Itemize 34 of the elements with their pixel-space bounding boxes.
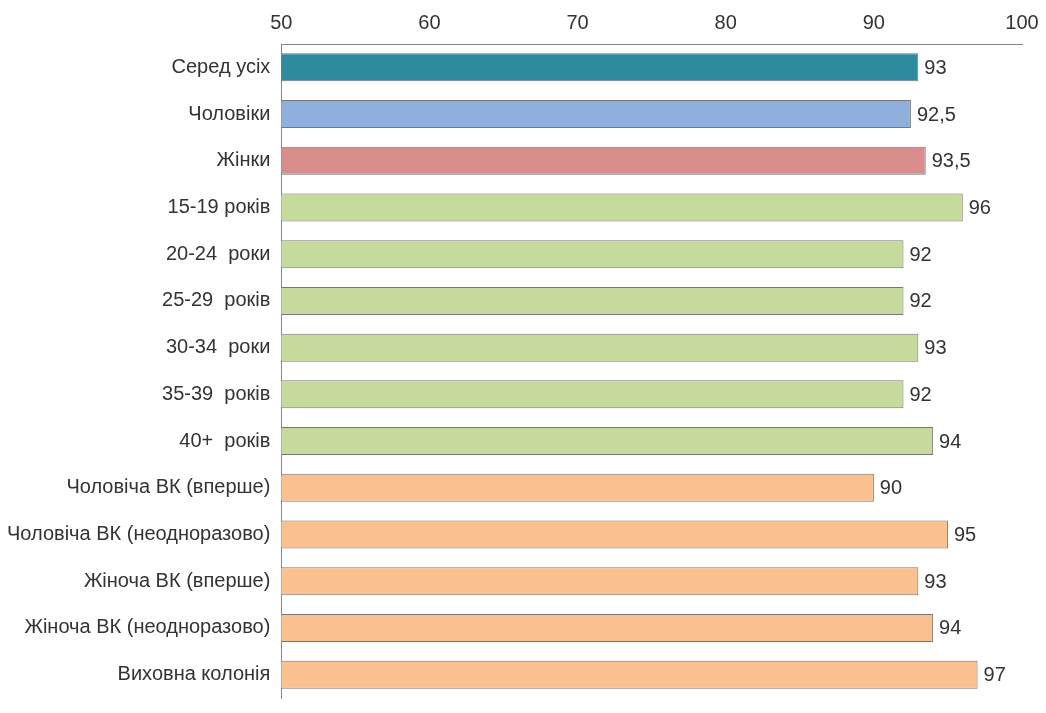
data-label: 93,5 [931,149,971,172]
y-tick-label: 15-19 років [167,195,271,218]
data-label: 96 [968,196,991,219]
data-label: 92,5 [916,102,956,125]
y-tick-label: 20-24 роки [165,241,271,264]
x-tick-label: 60 [418,10,441,33]
y-tick-label: 30-34 роки [165,335,271,358]
data-label: 92 [909,289,932,312]
data-label: 94 [939,616,962,639]
data-label: 92 [909,382,932,405]
y-tick-label: Серед усіх [171,54,271,77]
y-tick-label: Чоловіки [188,101,271,124]
y-tick-label: Жіноча ВК (неодноразово) [24,615,271,638]
data-label: 95 [953,523,977,546]
y-tick-label: 40+ років [179,428,271,451]
y-tick-label: Виховна колонія [117,662,271,685]
data-label: 90 [879,476,903,499]
y-tick-label: Жінки [216,148,271,171]
data-label: 93 [924,569,947,592]
y-tick-label: 35-39 років [162,381,271,404]
y-tick-label: Жіноча ВК (вперше) [83,568,271,591]
x-tick-label: 50 [270,10,293,33]
x-tick-label: 70 [566,10,589,33]
data-label: 93 [924,55,947,78]
x-tick-label: 80 [714,10,737,33]
y-tick-label: Чоловіча ВК (вперше) [66,475,271,498]
y-tick-label: Чоловіча ВК (неодноразово) [6,522,271,545]
data-label: 93 [924,336,947,359]
data-label: 92 [909,242,932,265]
y-tick-label: 25-29 років [162,288,271,311]
data-label: 94 [939,429,962,452]
data-label: 97 [983,663,1006,686]
x-tick-label: 90 [862,10,885,33]
x-tick-label: 100 [1005,10,1039,33]
